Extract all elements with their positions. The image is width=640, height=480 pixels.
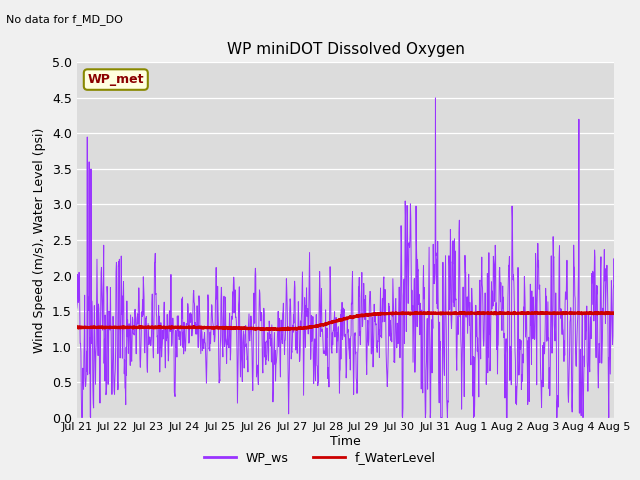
X-axis label: Time: Time [330, 435, 361, 448]
Text: WP_met: WP_met [88, 73, 144, 86]
Text: No data for f_MD_DO: No data for f_MD_DO [6, 14, 124, 25]
Y-axis label: Wind Speed (m/s), Water Level (psi): Wind Speed (m/s), Water Level (psi) [33, 127, 46, 353]
Legend: WP_ws, f_WaterLevel: WP_ws, f_WaterLevel [199, 446, 441, 469]
Title: WP miniDOT Dissolved Oxygen: WP miniDOT Dissolved Oxygen [227, 42, 465, 57]
